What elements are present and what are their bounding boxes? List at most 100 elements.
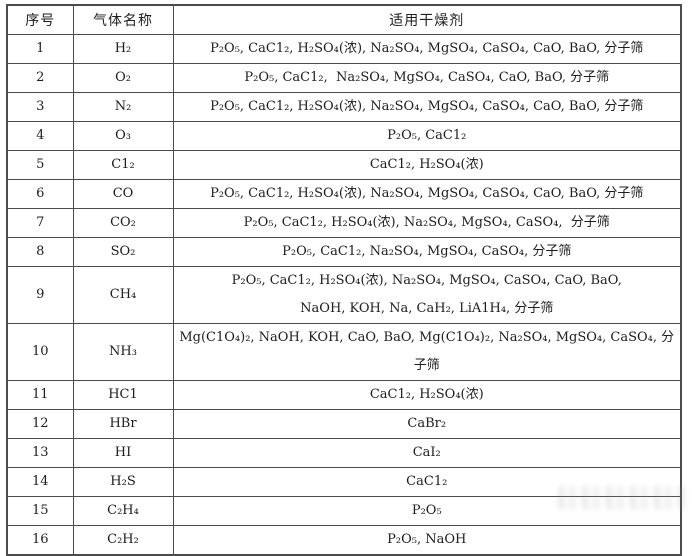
- table-header: 序号 气体名称 适用干燥剂: [6, 4, 682, 35]
- desiccant-cell: P₂O₅, NaOH: [172, 525, 682, 556]
- row-index-cell: 13: [6, 438, 74, 468]
- cell-text: CO₂: [110, 215, 136, 230]
- desiccant-cell: CaC1₂, H₂SO₄(浓): [172, 150, 682, 180]
- table-row: 15 C₂H₄ P₂O₅: [6, 496, 682, 526]
- desiccant-cell: P₂O₅, CaC1₂, H₂SO₄(浓), Na₂SO₄, MgSO₄, Ca…: [172, 92, 682, 122]
- cell-text: 4: [36, 128, 45, 143]
- desiccant-cell: P₂O₅, CaC1₂, Na₂SO₄, MgSO₄, CaSO₄, CaO, …: [172, 63, 682, 93]
- cell-text: SO₂: [110, 244, 136, 259]
- header-row: 序号 气体名称 适用干燥剂: [6, 4, 682, 35]
- cell-text: O₃: [115, 128, 131, 143]
- row-index-cell: 9: [6, 266, 74, 324]
- cell-text: P₂O₅, CaC1₂, H₂SO₄(浓), Na₂SO₄, MgSO₄, Ca…: [210, 41, 644, 56]
- cell-text: 1: [36, 41, 45, 56]
- cell-text: 5: [36, 157, 45, 172]
- column-header-desiccant: 适用干燥剂: [172, 4, 682, 35]
- row-index-cell: 5: [6, 150, 74, 180]
- desiccant-cell: CaI₂: [172, 438, 682, 468]
- gas-name-cell: CO₂: [72, 208, 174, 238]
- cell-text: CaC1₂: [406, 474, 448, 489]
- cell-text: 15: [31, 503, 49, 518]
- cell-text: P₂O₅, CaC1₂, H₂SO₄(浓), Na₂SO₄, MgSO₄, Ca…: [231, 273, 622, 288]
- column-header-index: 序号: [6, 4, 74, 35]
- desiccant-cell: CaC1₂: [172, 467, 682, 497]
- cell-text: 14: [31, 474, 49, 489]
- row-index-cell: 14: [6, 467, 74, 497]
- row-index-cell: 7: [6, 208, 74, 238]
- cell-text: 8: [36, 244, 45, 259]
- gas-name-cell: O₂: [72, 63, 174, 93]
- desiccant-cell: CaC1₂, H₂SO₄(浓): [172, 380, 682, 410]
- row-index-cell: 11: [6, 380, 74, 410]
- cell-text: NaOH, KOH, Na, CaH₂, LiA1H₄, 分子筛: [300, 301, 554, 316]
- cell-text: 7: [36, 215, 45, 230]
- desiccant-cell: P₂O₅, CaC1₂, Na₂SO₄, MgSO₄, CaSO₄, 分子筛: [172, 237, 682, 267]
- cell-text: P₂O₅, CaC1₂, Na₂SO₄, MgSO₄, CaSO₄, 分子筛: [282, 244, 572, 259]
- table-row: 3 N₂ P₂O₅, CaC1₂, H₂SO₄(浓), Na₂SO₄, MgSO₄,…: [6, 92, 682, 122]
- gas-name-cell: HBr: [72, 409, 174, 439]
- gas-name-cell: O₃: [72, 121, 174, 151]
- row-index-cell: 16: [6, 525, 74, 556]
- table-row: 11 HC1 CaC1₂, H₂SO₄(浓): [6, 380, 682, 410]
- cell-text: 9: [36, 287, 45, 302]
- table-body: 1 H₂ P₂O₅, CaC1₂, H₂SO₄(浓), Na₂SO₄, MgSO₄,…: [6, 34, 682, 556]
- table-row: 8 SO₂ P₂O₅, CaC1₂, Na₂SO₄, MgSO₄, CaSO₄, 分…: [6, 237, 682, 267]
- desiccant-cell: P₂O₅, CaC1₂, H₂SO₄(浓), Na₂SO₄, MgSO₄, Ca…: [172, 179, 682, 209]
- gas-name-cell: CO: [72, 179, 174, 209]
- row-index-cell: 6: [6, 179, 74, 209]
- table-row: 2 O₂ P₂O₅, CaC1₂, Na₂SO₄, MgSO₄, CaSO₄, Ca…: [6, 63, 682, 93]
- column-header-gas-name: 气体名称: [72, 4, 174, 35]
- table-row: 5 C1₂ CaC1₂, H₂SO₄(浓): [6, 150, 682, 180]
- document-sheet: 序号 气体名称 适用干燥剂 1 H₂ P₂O₅, CaC1₂, H₂SO₄(浓), …: [6, 4, 686, 556]
- table-row: 13 HI CaI₂: [6, 438, 682, 468]
- row-index-cell: 2: [6, 63, 74, 93]
- cell-text: HBr: [109, 416, 137, 431]
- table-row: 1 H₂ P₂O₅, CaC1₂, H₂SO₄(浓), Na₂SO₄, MgSO₄,…: [6, 34, 682, 64]
- gas-name-cell: N₂: [72, 92, 174, 122]
- desiccant-cell: P₂O₅, CaC1₂, H₂SO₄(浓), Na₂SO₄, MgSO₄, Ca…: [172, 266, 682, 324]
- cell-text: 3: [36, 99, 45, 114]
- cell-text: 2: [36, 70, 45, 85]
- row-index-cell: 15: [6, 496, 74, 526]
- gas-name-cell: C1₂: [72, 150, 174, 180]
- gas-name-cell: HI: [72, 438, 174, 468]
- row-index-cell: 4: [6, 121, 74, 151]
- gas-name-cell: SO₂: [72, 237, 174, 267]
- table-row: 10 NH₃ Mg(C1O₄)₂, NaOH, KOH, CaO, BaO, Mg(…: [6, 323, 682, 381]
- cell-text: P₂O₅, CaC1₂, H₂SO₄(浓), Na₂SO₄, MgSO₄, Ca…: [210, 99, 644, 114]
- cell-text: HC1: [108, 387, 138, 402]
- cell-text: CaBr₂: [407, 416, 447, 431]
- cell-text: HI: [114, 445, 132, 460]
- table-row: 7 CO₂ P₂O₅, CaC1₂, H₂SO₄(浓), Na₂SO₄, MgSO₄…: [6, 208, 682, 238]
- cell-text: 12: [31, 416, 49, 431]
- cell-text: P₂O₅, CaC1₂: [387, 128, 467, 143]
- gas-name-cell: C₂H₂: [72, 525, 174, 556]
- table-row: 9 CH₄ P₂O₅, CaC1₂, H₂SO₄(浓), Na₂SO₄, MgSO₄…: [6, 266, 682, 324]
- cell-text: P₂O₅, NaOH: [387, 532, 467, 547]
- table-row: 6 CO P₂O₅, CaC1₂, H₂SO₄(浓), Na₂SO₄, MgSO₄,…: [6, 179, 682, 209]
- desiccant-cell: CaBr₂: [172, 409, 682, 439]
- table-row: 4 O₃ P₂O₅, CaC1₂: [6, 121, 682, 151]
- cell-text: P₂O₅, CaC1₂, H₂SO₄(浓), Na₂SO₄, MgSO₄, Ca…: [243, 215, 610, 230]
- cell-text: P₂O₅, CaC1₂, Na₂SO₄, MgSO₄, CaSO₄, CaO, …: [244, 70, 610, 85]
- cell-text: H₂S: [110, 474, 136, 489]
- cell-text: P₂O₅, CaC1₂, H₂SO₄(浓), Na₂SO₄, MgSO₄, Ca…: [210, 186, 644, 201]
- desiccant-cell: P₂O₅, CaC1₂, H₂SO₄(浓), Na₂SO₄, MgSO₄, Ca…: [172, 34, 682, 64]
- cell-text: O₂: [115, 70, 131, 85]
- cell-text: NH₃: [109, 344, 137, 359]
- gas-name-cell: H₂: [72, 34, 174, 64]
- desiccant-cell: P₂O₅, CaC1₂, H₂SO₄(浓), Na₂SO₄, MgSO₄, Ca…: [172, 208, 682, 238]
- cell-text: CH₄: [109, 287, 137, 302]
- cell-text: CO: [112, 186, 134, 201]
- desiccant-cell: Mg(C1O₄)₂, NaOH, KOH, CaO, BaO, Mg(C1O₄)…: [172, 323, 682, 381]
- cell-text: 6: [36, 186, 45, 201]
- table-row: 16 C₂H₂ P₂O₅, NaOH: [6, 525, 682, 556]
- gas-name-cell: NH₃: [72, 323, 174, 381]
- row-index-cell: 12: [6, 409, 74, 439]
- desiccant-cell: P₂O₅: [172, 496, 682, 526]
- cell-text: H₂: [114, 41, 132, 56]
- desiccant-cell: P₂O₅, CaC1₂: [172, 121, 682, 151]
- cell-text: 11: [31, 387, 49, 402]
- gas-desiccant-table: 序号 气体名称 适用干燥剂 1 H₂ P₂O₅, CaC1₂, H₂SO₄(浓), …: [6, 4, 682, 556]
- cell-text: CaC1₂, H₂SO₄(浓): [369, 387, 484, 402]
